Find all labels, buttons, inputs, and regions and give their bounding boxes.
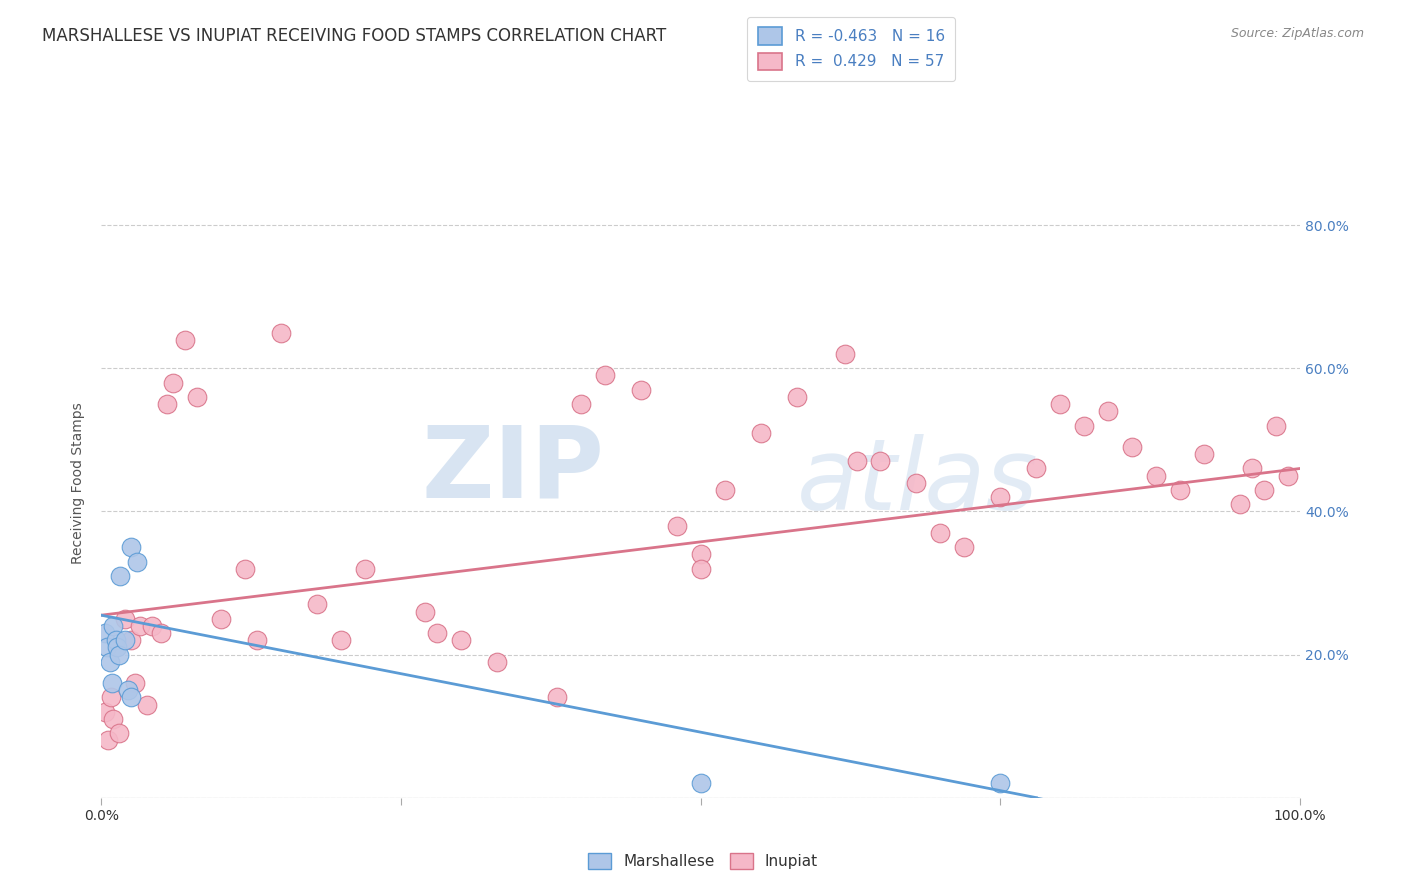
Point: [135, 698, 157, 712]
Point: [124, 676, 146, 690]
Point: [354, 562, 377, 576]
Point: [1073, 418, 1095, 433]
Text: Source: ZipAtlas.com: Source: ZipAtlas.com: [1230, 27, 1364, 40]
Point: [209, 612, 232, 626]
Point: [426, 626, 449, 640]
Point: [1097, 404, 1119, 418]
Point: [1265, 418, 1288, 433]
Point: [689, 547, 711, 561]
Point: [593, 368, 616, 383]
Point: [845, 454, 868, 468]
Point: [103, 712, 125, 726]
Point: [413, 605, 436, 619]
Legend: Marshallese, Inupiat: Marshallese, Inupiat: [582, 847, 824, 875]
Point: [101, 676, 124, 690]
Point: [270, 326, 292, 340]
Point: [1049, 397, 1071, 411]
Point: [1168, 483, 1191, 497]
Point: [96, 640, 118, 655]
Point: [94, 626, 117, 640]
Point: [127, 555, 149, 569]
Point: [156, 397, 179, 411]
Point: [117, 683, 139, 698]
Point: [665, 518, 688, 533]
Point: [120, 540, 142, 554]
Point: [450, 633, 472, 648]
Point: [1192, 447, 1215, 461]
Point: [1277, 468, 1299, 483]
Point: [110, 569, 132, 583]
Point: [108, 648, 131, 662]
Point: [94, 705, 117, 719]
Point: [834, 347, 856, 361]
Point: [114, 612, 136, 626]
Point: [1241, 461, 1264, 475]
Point: [305, 598, 328, 612]
Point: [869, 454, 891, 468]
Point: [1121, 440, 1143, 454]
Point: [128, 619, 150, 633]
Point: [98, 655, 121, 669]
Point: [103, 619, 125, 633]
Text: atlas: atlas: [797, 434, 1038, 532]
Point: [630, 383, 652, 397]
Text: ZIP: ZIP: [422, 422, 605, 519]
Point: [569, 397, 592, 411]
Point: [162, 376, 184, 390]
Point: [905, 475, 928, 490]
Point: [114, 633, 136, 648]
Legend: R = -0.463   N = 16, R =  0.429   N = 57: R = -0.463 N = 16, R = 0.429 N = 57: [748, 17, 956, 81]
Point: [150, 626, 173, 640]
Point: [330, 633, 353, 648]
Point: [689, 776, 711, 790]
Point: [786, 390, 808, 404]
Point: [749, 425, 772, 440]
Text: MARSHALLESE VS INUPIAT RECEIVING FOOD STAMPS CORRELATION CHART: MARSHALLESE VS INUPIAT RECEIVING FOOD ST…: [42, 27, 666, 45]
Point: [105, 640, 128, 655]
Point: [1253, 483, 1275, 497]
Point: [713, 483, 735, 497]
Point: [120, 633, 142, 648]
Point: [174, 333, 197, 347]
Point: [988, 490, 1011, 504]
Point: [100, 690, 122, 705]
Point: [929, 525, 952, 540]
Point: [104, 633, 127, 648]
Point: [246, 633, 269, 648]
Point: [485, 655, 508, 669]
Point: [97, 733, 120, 747]
Point: [689, 562, 711, 576]
Point: [1025, 461, 1047, 475]
Point: [953, 540, 976, 554]
Y-axis label: Receiving Food Stamps: Receiving Food Stamps: [72, 402, 86, 564]
Point: [120, 690, 142, 705]
Point: [988, 776, 1011, 790]
Point: [1144, 468, 1167, 483]
Point: [108, 726, 131, 740]
Point: [186, 390, 208, 404]
Point: [546, 690, 568, 705]
Point: [1229, 497, 1251, 511]
Point: [233, 562, 256, 576]
Point: [141, 619, 163, 633]
